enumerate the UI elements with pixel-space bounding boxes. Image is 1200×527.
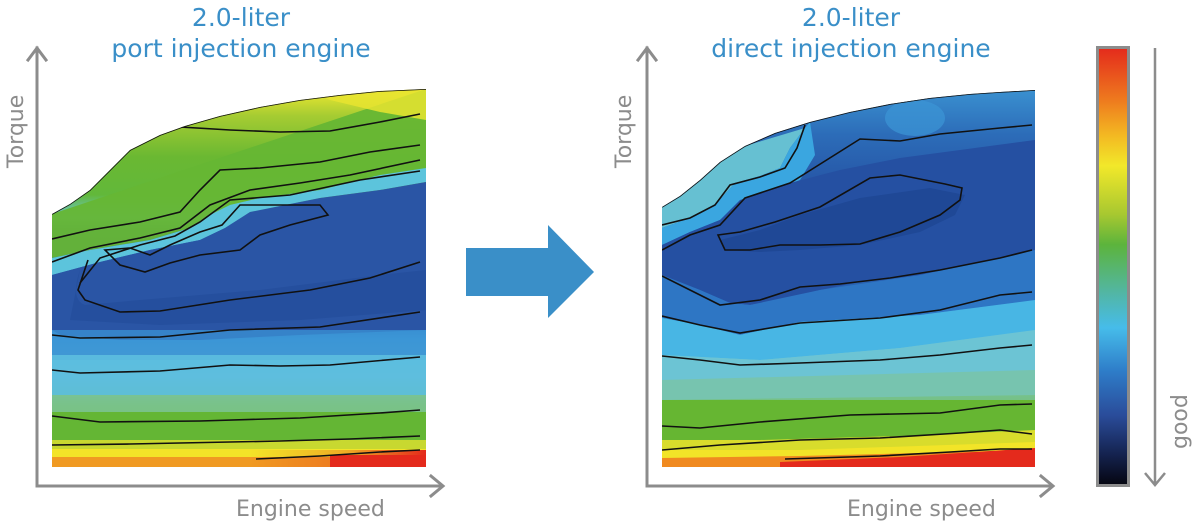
right-chart-title: 2.0-liter direct injection engine bbox=[662, 2, 1040, 64]
left-chart-title: 2.0-liter port injection engine bbox=[52, 2, 430, 64]
left-efficiency-map bbox=[52, 89, 426, 467]
right-x-axis-arrowhead-icon bbox=[1038, 473, 1056, 499]
right-title-line-2: direct injection engine bbox=[711, 34, 991, 63]
colorbar bbox=[1096, 46, 1166, 487]
colorbar-down-arrow-icon bbox=[1144, 48, 1166, 487]
right-y-axis-arrowhead-icon bbox=[635, 45, 659, 63]
right-efficiency-map bbox=[662, 90, 1035, 467]
left-title-line-2: port injection engine bbox=[111, 34, 371, 63]
right-x-axis-label: Engine speed bbox=[847, 497, 996, 522]
left-x-axis-arrowhead-icon bbox=[428, 473, 446, 499]
right-title-line-1: 2.0-liter bbox=[801, 3, 901, 32]
left-y-axis-arrowhead-icon bbox=[25, 45, 49, 63]
left-title-line-1: 2.0-liter bbox=[191, 3, 291, 32]
right-axes bbox=[635, 45, 1056, 499]
right-arrow-icon bbox=[466, 225, 594, 318]
left-x-axis-label: Engine speed bbox=[236, 497, 385, 522]
left-axes bbox=[25, 45, 446, 499]
